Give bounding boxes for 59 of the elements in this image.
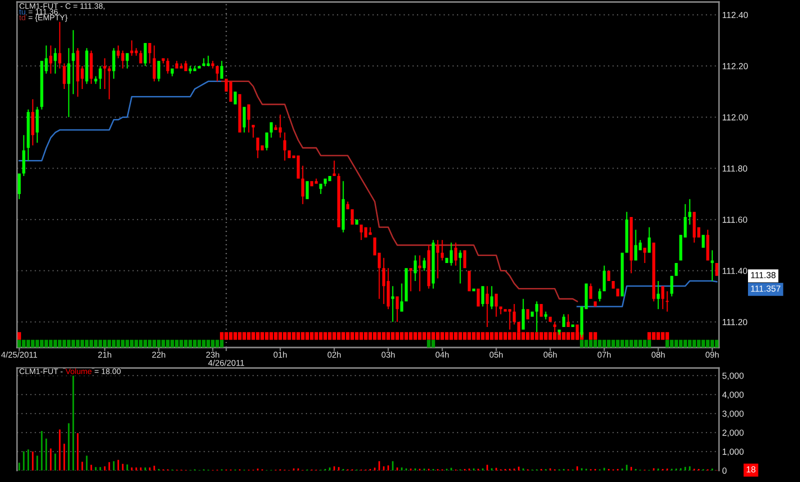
candlestick <box>458 250 462 284</box>
y-tick-label: 111.80 <box>722 165 748 172</box>
candlestick <box>656 280 660 310</box>
candlestick <box>643 248 646 264</box>
candlestick <box>666 291 669 312</box>
candlestick <box>94 76 98 84</box>
candlestick <box>368 227 372 235</box>
candlestick <box>486 286 489 328</box>
text: 18 <box>746 466 756 473</box>
candlestick <box>535 301 538 332</box>
candlestick <box>67 48 70 118</box>
candlestick <box>440 240 444 260</box>
x-tick-label: 02h <box>328 352 341 358</box>
candlestick <box>206 56 210 66</box>
y-tick-label: 111.60 <box>722 216 748 223</box>
candlestick <box>688 199 692 225</box>
x-tick-label: 22h <box>152 352 166 358</box>
y-tick-label: 4,000 <box>722 392 744 399</box>
candlestick <box>544 312 548 320</box>
y-tick-label: 112.20 <box>722 63 748 70</box>
candlestick <box>391 286 394 322</box>
candlestick <box>332 160 336 176</box>
candlestick <box>103 58 106 90</box>
y-tick-label: 3,000 <box>722 410 744 418</box>
text: 111.38 <box>751 272 776 278</box>
y-tick-label: 111.20 <box>722 318 748 326</box>
x-tick-label: 21h <box>98 352 112 358</box>
x-tick-label: 03h <box>382 352 395 358</box>
y-tick-label: 112.40 <box>722 12 748 18</box>
y-tick-label: 1,000 <box>722 448 744 456</box>
candlestick <box>130 40 134 56</box>
candlestick <box>54 48 57 74</box>
y-tick-label: 111.40 <box>722 268 748 274</box>
x-tick-label: 04h <box>436 352 449 358</box>
candlestick <box>278 114 282 138</box>
x-tick-label: 01h <box>274 352 287 358</box>
x-tick-label: 09h <box>706 352 719 358</box>
text: 111.357 <box>751 285 780 292</box>
y-tick-label: 2,000 <box>722 430 744 437</box>
y-tick-label: 112.00 <box>722 114 748 120</box>
candlestick <box>252 124 255 138</box>
line-series <box>221 80 578 302</box>
candlestick <box>108 66 111 100</box>
candlestick <box>72 30 75 94</box>
y-tick-label: 5,000 <box>722 372 744 380</box>
candlestick <box>409 268 412 292</box>
x-tick-label: 4/25/2011 <box>1 352 38 358</box>
candlestick <box>710 250 714 281</box>
y-tick-label: 0 <box>722 468 727 474</box>
candlestick <box>436 240 440 278</box>
x-tick-label: 07h <box>598 352 611 358</box>
candlestick <box>49 46 52 74</box>
x-tick-label: 05h <box>490 352 503 358</box>
candlestick <box>418 255 422 292</box>
x-tick-label: 23h <box>206 352 220 358</box>
candlestick <box>508 309 512 330</box>
x-tick-label: 06h <box>544 352 557 358</box>
x-tick-label: 08h <box>652 352 665 358</box>
x-tick-label: 4/26/2011 <box>208 360 244 366</box>
